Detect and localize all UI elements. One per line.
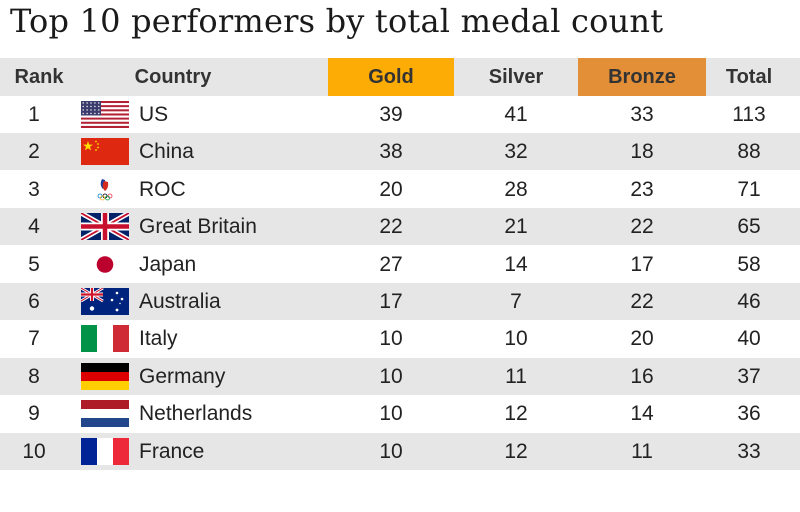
bronze-cell: 11 — [631, 439, 653, 463]
table-row: 7 Italy 10 10 20 40 — [0, 320, 800, 357]
gold-cell: 10 — [379, 364, 403, 388]
japan-flag-icon — [81, 250, 129, 278]
gold-cell: 17 — [379, 290, 403, 313]
table-row: 4 Great Britain 22 21 22 65 — [0, 208, 800, 246]
bronze-cell: 17 — [630, 252, 654, 276]
silver-cell: 41 — [504, 103, 528, 126]
header-country: Country — [134, 66, 212, 88]
gold-cell: 20 — [379, 177, 403, 201]
gold-cell: 10 — [379, 439, 403, 463]
country-cell: US — [139, 103, 169, 126]
total-cell: 46 — [737, 290, 761, 313]
france-flag-icon — [81, 437, 129, 465]
roc-emblem-icon — [81, 175, 129, 203]
bronze-cell: 23 — [630, 177, 654, 201]
table-row: 6 Australia 17 7 22 46 — [0, 283, 800, 320]
header-bronze: Bronze — [578, 58, 706, 96]
gold-cell: 38 — [379, 140, 403, 164]
rank-cell: 5 — [28, 252, 40, 276]
table-row: 5 Japan 27 14 17 58 — [0, 246, 800, 283]
header-rank: Rank — [14, 66, 64, 88]
table-row: 10 France 10 12 11 33 — [0, 432, 800, 470]
total-cell: 58 — [737, 252, 761, 276]
header-gold: Gold — [328, 58, 454, 96]
gold-cell: 10 — [379, 402, 403, 426]
silver-cell: 12 — [504, 439, 528, 463]
bronze-cell: 22 — [630, 290, 654, 313]
silver-cell: 14 — [504, 252, 528, 276]
table-row: 3 ROC 20 28 23 71 — [0, 171, 800, 208]
country-cell: China — [139, 140, 194, 164]
total-cell: 88 — [737, 140, 761, 164]
total-cell: 33 — [737, 439, 761, 463]
rank-cell: 6 — [28, 290, 40, 313]
rank-cell: 8 — [28, 364, 40, 388]
gold-cell: 39 — [379, 103, 403, 126]
country-cell: France — [139, 439, 205, 463]
italy-flag-icon — [81, 325, 129, 353]
bronze-cell: 33 — [630, 103, 654, 126]
silver-cell: 21 — [504, 215, 528, 239]
medal-table: Rank Country Gold Silver Bronze Total 1 U… — [0, 58, 800, 470]
rank-cell: 7 — [28, 327, 40, 351]
table-row: 9 Netherlands 10 12 14 36 — [0, 395, 800, 432]
gold-cell: 10 — [379, 327, 403, 351]
rank-cell: 4 — [28, 215, 40, 239]
bronze-cell: 16 — [630, 364, 654, 388]
silver-cell: 11 — [505, 364, 527, 388]
country-cell: Great Britain — [139, 215, 257, 239]
total-cell: 40 — [737, 327, 761, 351]
country-cell: ROC — [139, 177, 186, 201]
rank-cell: 3 — [28, 177, 40, 201]
silver-cell: 12 — [504, 402, 528, 426]
rank-cell: 2 — [28, 140, 40, 164]
bronze-cell: 20 — [630, 327, 654, 351]
bronze-cell: 18 — [630, 140, 654, 164]
silver-cell: 32 — [504, 140, 528, 164]
australia-flag-icon — [81, 288, 129, 315]
total-cell: 65 — [737, 215, 761, 239]
country-cell: Netherlands — [139, 402, 253, 426]
uk-flag-icon — [81, 213, 129, 241]
header-silver: Silver — [488, 66, 544, 88]
silver-cell: 10 — [504, 327, 528, 351]
header-total: Total — [725, 66, 773, 88]
rank-cell: 9 — [28, 402, 40, 426]
netherlands-flag-icon — [81, 400, 129, 428]
us-flag-icon — [81, 101, 129, 128]
table-row: 8 Germany 10 11 16 37 — [0, 357, 800, 395]
total-cell: 36 — [737, 402, 761, 426]
gold-cell: 22 — [379, 215, 403, 239]
total-cell: 71 — [737, 177, 761, 201]
silver-cell: 28 — [504, 177, 528, 201]
gold-cell: 27 — [379, 252, 403, 276]
bronze-cell: 14 — [630, 402, 654, 426]
table-row: 2 China 38 32 18 88 — [0, 133, 800, 171]
china-flag-icon — [81, 138, 129, 166]
country-cell: Australia — [139, 290, 221, 313]
country-cell: Italy — [139, 327, 178, 351]
country-cell: Japan — [139, 252, 197, 276]
silver-cell: 7 — [510, 290, 522, 313]
table-header: Rank Country Gold Silver Bronze Total — [0, 58, 800, 96]
table-row: 1 US 39 41 33 113 — [0, 96, 800, 133]
rank-cell: 10 — [22, 439, 46, 463]
country-cell: Germany — [139, 364, 226, 388]
bronze-cell: 22 — [630, 215, 654, 239]
rank-cell: 1 — [28, 103, 40, 126]
chart-title: Top 10 performers by total medal count — [10, 2, 664, 40]
total-cell: 113 — [732, 103, 766, 126]
total-cell: 37 — [737, 364, 761, 388]
germany-flag-icon — [81, 362, 129, 390]
